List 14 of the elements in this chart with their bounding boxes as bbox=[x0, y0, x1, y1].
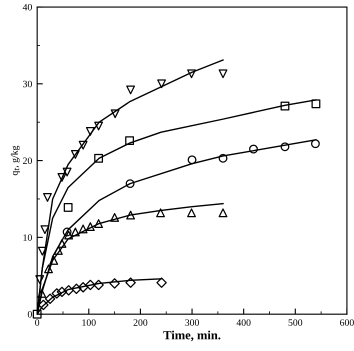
y-tick-label: 30 bbox=[23, 80, 32, 88]
x-tick-label: 400 bbox=[236, 319, 251, 326]
y-tick-label: 40 bbox=[22, 4, 32, 10]
x-tick-label: 0 bbox=[35, 319, 40, 326]
x-tick-label: 200 bbox=[134, 319, 148, 326]
x-tick-label: 500 bbox=[288, 319, 302, 326]
x-tick-label: 100 bbox=[82, 319, 96, 326]
y-tick-label: 20 bbox=[23, 157, 32, 164]
x-tick-label: 300 bbox=[185, 319, 199, 326]
y-axis-title: q$_{t}$, g/kg bbox=[10, 146, 20, 176]
y-tick-label: 0 bbox=[28, 311, 32, 318]
x-tick-label: 600 bbox=[340, 319, 354, 326]
x-axis-title: Time, min. bbox=[163, 330, 220, 342]
y-tick-label: 10 bbox=[23, 234, 32, 241]
